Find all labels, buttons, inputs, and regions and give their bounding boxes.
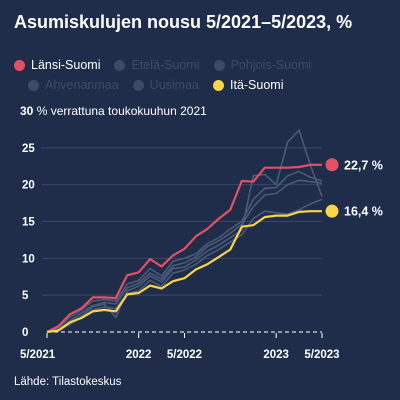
y-tick-label: 0	[22, 327, 28, 339]
y-tick-label: 20	[22, 180, 35, 192]
legend-dot-icon	[14, 59, 25, 71]
chart-title: Asumiskulujen nousu 5/2021–5/2023, %	[14, 12, 353, 32]
legend-item-ita-suomi: Itä-Suomi	[213, 78, 284, 92]
y-tick-label: 5	[22, 290, 29, 302]
x-tick-label: 5/2021	[20, 349, 56, 361]
legend-dot-icon	[132, 79, 144, 91]
end-label-l-nsi-suomi: 22,7 %	[344, 158, 383, 172]
x-tick-label: 5/2022	[167, 349, 202, 361]
x-tick-label: 2022	[126, 349, 152, 361]
legend-dot-icon	[28, 79, 39, 91]
series-line-uusimaa	[46, 198, 323, 333]
legend-label: Pohjois-Suomi	[230, 58, 312, 72]
legend-item-lansi-suomi: Länsi-Suomi	[14, 58, 100, 72]
legend-label: Ahvenanmaa	[45, 78, 119, 92]
end-label-it-suomi: 16,4 %	[344, 205, 383, 219]
legend-label: Etelä-Suomi	[131, 58, 200, 72]
y-tick-label: 10	[22, 253, 35, 265]
x-tick-label: 5/2023	[304, 349, 339, 361]
source-note: Lähde: Tilastokeskus	[14, 376, 122, 388]
end-marker-it-suomi	[325, 204, 339, 218]
legend-item-uusimaa: Uusimaa	[132, 78, 199, 92]
legend-label: Länsi-Suomi	[31, 58, 101, 72]
x-tick-label: 2023	[263, 349, 289, 361]
series-line-ahvenanmaa	[46, 129, 323, 333]
legend-item-ahvenanmaa: Ahvenanmaa	[28, 78, 119, 92]
legend-dot-icon	[213, 59, 225, 71]
legend-dot-icon	[114, 59, 126, 71]
series-line-l-nsi-suomi	[46, 163, 322, 333]
legend-item-pohjois-suomi: Pohjois-Suomi	[213, 58, 312, 72]
legend-label: Itä-Suomi	[230, 78, 284, 92]
series-line-etel-suomi	[46, 170, 323, 333]
y-axis-label: 30 % verrattuna toukokuuhun 2021	[20, 104, 207, 118]
y-tick-label: 25	[22, 143, 35, 155]
legend-dot-icon	[213, 79, 224, 91]
series-line-pohjois-suomi	[46, 179, 323, 333]
y-tick-label: 15	[22, 217, 35, 229]
legend-label: Uusimaa	[149, 78, 199, 92]
legend-item-etela-suomi: Etelä-Suomi	[114, 58, 200, 72]
series-line-it-suomi	[46, 210, 322, 334]
legend: Länsi-Suomi Etelä-Suomi Pohjois-Suomi Ah…	[14, 58, 394, 92]
end-marker-l-nsi-suomi	[325, 158, 339, 172]
